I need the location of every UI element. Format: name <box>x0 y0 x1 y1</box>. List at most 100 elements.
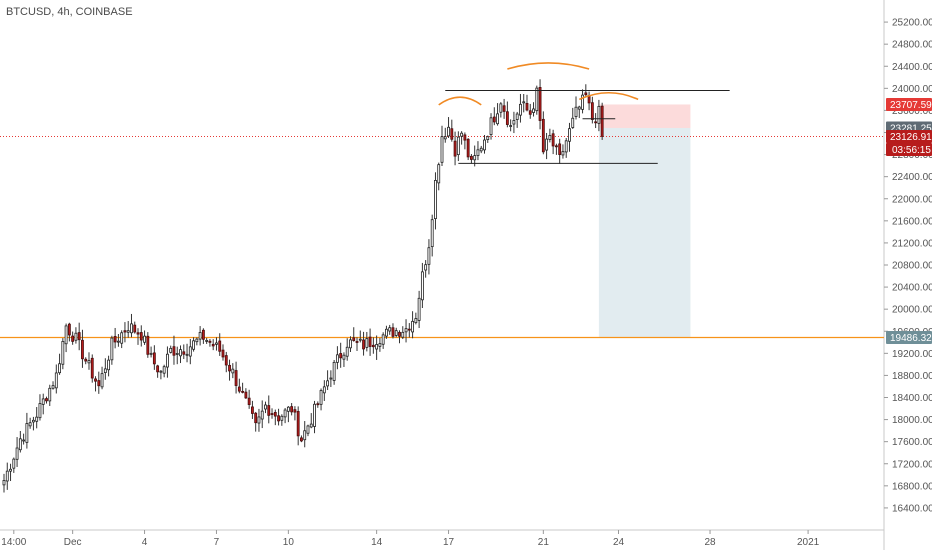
candle-down <box>156 365 160 373</box>
candle-down <box>600 105 604 137</box>
candle-up <box>179 349 182 357</box>
candle-up <box>342 354 346 360</box>
candle-down <box>352 337 356 341</box>
price-tick-label: 19200.00 <box>892 349 932 360</box>
candle-up <box>414 318 418 324</box>
candle-down <box>251 406 254 414</box>
candle-down <box>113 336 117 343</box>
candle-down <box>67 323 71 336</box>
left-shoulder-arc[interactable] <box>438 96 482 106</box>
candle-down <box>123 330 127 333</box>
candle-up <box>456 136 460 156</box>
candle-down <box>244 391 248 399</box>
time-tick-label: 14:00 <box>1 537 26 548</box>
price-tick-label: 18000.00 <box>892 415 932 426</box>
candle-up <box>430 219 434 248</box>
candle-down <box>224 355 228 366</box>
candle-down <box>293 409 297 413</box>
candle-up <box>38 403 42 419</box>
candle-down <box>146 335 150 355</box>
candle-down <box>208 340 212 343</box>
countdown-text: 03:56:15 <box>892 145 931 156</box>
candle-up <box>427 247 431 265</box>
candle-down <box>466 138 470 158</box>
candle-down <box>267 405 271 416</box>
candle-up <box>385 328 388 337</box>
time-tick-label: 21 <box>538 537 550 548</box>
candle-up <box>420 271 424 301</box>
candle-down <box>296 411 300 437</box>
candle-up <box>486 136 490 140</box>
right-shoulder-arc[interactable] <box>578 91 639 101</box>
candle-up <box>394 330 398 336</box>
candle-down <box>221 349 225 358</box>
price-tag-text: 23126.91 <box>890 132 932 143</box>
candle-down <box>470 155 473 160</box>
candle-down <box>300 437 303 442</box>
candle-up <box>332 361 336 381</box>
candle-down <box>247 397 251 405</box>
candle-down <box>136 332 140 335</box>
candle-down <box>237 386 241 392</box>
candle-up <box>522 101 526 104</box>
candle-up <box>143 335 146 343</box>
candle-up <box>175 353 179 355</box>
candle-up <box>257 416 261 424</box>
candle-up <box>388 327 392 332</box>
candle-up <box>2 480 6 486</box>
candle-up <box>149 352 153 355</box>
candle-down <box>81 339 84 360</box>
stop-loss-zone[interactable] <box>598 104 691 129</box>
price-tick-label: 23600.00 <box>892 106 932 117</box>
candle-down <box>525 102 529 111</box>
candle-up <box>519 103 522 116</box>
time-tick-label: 28 <box>704 537 716 548</box>
time-tick-label: 4 <box>142 537 148 548</box>
candle-down <box>502 105 506 112</box>
candle-up <box>515 113 519 120</box>
candle-down <box>339 353 343 359</box>
candle-up <box>64 325 68 345</box>
candle-up <box>61 341 65 365</box>
candle-up <box>280 415 284 421</box>
price-tick-label: 16800.00 <box>892 481 932 492</box>
price-tick-label: 18400.00 <box>892 393 932 404</box>
candle-down <box>172 346 176 356</box>
candle-up <box>32 419 35 423</box>
candle-down <box>398 331 401 337</box>
candle-down <box>371 344 375 348</box>
candle-down <box>505 111 509 125</box>
take-profit-zone[interactable] <box>598 128 691 338</box>
candle-up <box>434 180 437 219</box>
candle-up <box>48 387 52 402</box>
time-tick-label: 24 <box>613 537 625 548</box>
candle-up <box>349 339 352 349</box>
price-tag-text: 23707.59 <box>890 100 932 111</box>
candle-down <box>492 116 496 123</box>
candle-up <box>378 343 382 347</box>
candle-down <box>277 415 280 422</box>
candle-up <box>309 423 313 428</box>
candle-up <box>35 416 39 422</box>
price-tag-19486.32 <box>886 331 932 345</box>
candle-up <box>597 105 601 124</box>
candle-down <box>463 134 467 141</box>
candle-down <box>368 336 372 347</box>
candle-up <box>345 346 349 357</box>
head-arc[interactable] <box>507 62 590 70</box>
price-tag-23126.91 <box>886 130 932 144</box>
candle-up <box>460 132 464 137</box>
candle-down <box>218 340 222 352</box>
candle-up <box>571 117 575 128</box>
candle-up <box>411 320 414 333</box>
candle-up <box>51 385 55 389</box>
candle-up <box>365 338 369 348</box>
candle-down <box>541 118 545 153</box>
candle-down <box>45 398 48 402</box>
candle-down <box>90 357 94 379</box>
candle-up <box>260 410 264 420</box>
time-tick-label: 2021 <box>797 537 820 548</box>
